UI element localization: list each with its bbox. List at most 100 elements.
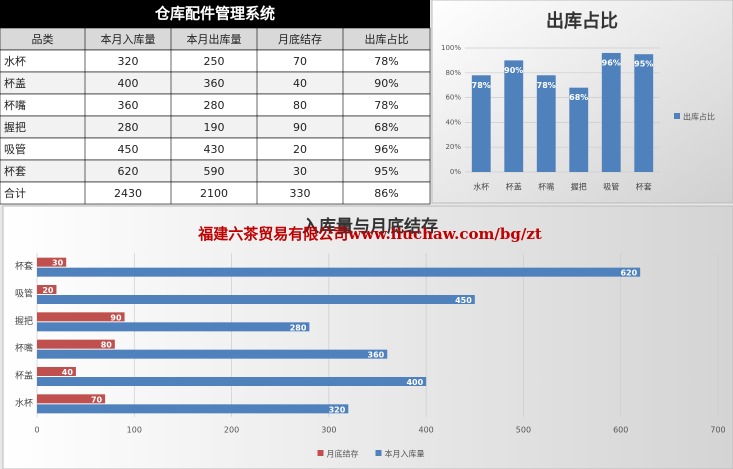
y-tick-label: 60% — [445, 94, 461, 102]
x-tick-label: 杯套 — [636, 182, 652, 192]
bar — [601, 52, 621, 172]
x-tick-label: 500 — [516, 426, 531, 435]
x-tick-label: 杯嘴 — [538, 182, 554, 192]
data-label: 40 — [62, 368, 74, 377]
y-tick-label: 杯嘴 — [15, 342, 33, 354]
x-tick-label: 700 — [710, 426, 725, 435]
y-tick-label: 吸管 — [15, 288, 33, 300]
data-label: 360 — [368, 351, 385, 360]
table-cell: 330 — [290, 187, 311, 200]
legend-swatch — [674, 113, 680, 119]
table-header-cell: 本月出库量 — [187, 32, 242, 46]
bar — [504, 60, 524, 172]
data-label: 95% — [634, 60, 653, 69]
bar — [37, 267, 641, 277]
bar — [37, 404, 349, 414]
y-tick-label: 40% — [445, 118, 461, 126]
x-tick-label: 600 — [613, 426, 628, 435]
bar — [634, 54, 654, 173]
table-cell: 杯套 — [4, 164, 26, 178]
table-cell: 握把 — [4, 120, 26, 134]
table-cell: 杯盖 — [4, 76, 26, 90]
table-cell: 320 — [118, 55, 139, 68]
bar — [37, 339, 115, 349]
table-cell: 590 — [204, 165, 225, 178]
table-cell: 合计 — [4, 186, 26, 200]
x-tick-label: 300 — [321, 426, 336, 435]
table-cell: 280 — [204, 99, 225, 112]
bar — [37, 394, 106, 404]
x-tick-label: 杯盖 — [506, 182, 522, 192]
table-cell: 80 — [293, 99, 307, 112]
table-cell: 70 — [293, 55, 307, 68]
table-cell: 2430 — [114, 187, 142, 200]
data-label: 90% — [504, 66, 523, 75]
x-tick-label: 400 — [419, 426, 434, 435]
annotation: 福建六茶贸易有限公司www.liuchaw.com/bg/zt — [197, 225, 542, 243]
y-tick-label: 杯套 — [15, 260, 33, 272]
y-tick-label: 80% — [445, 69, 461, 77]
legend-swatch — [317, 450, 324, 456]
bar — [37, 257, 67, 267]
y-tick-label: 20% — [445, 143, 461, 151]
table-cell: 40 — [293, 77, 307, 90]
table-cell: 水杯 — [4, 54, 26, 68]
y-tick-label: 杯盖 — [15, 370, 33, 382]
data-label: 80 — [101, 341, 113, 350]
legend-label: 月底结存 — [327, 449, 359, 459]
table-cell: 250 — [204, 55, 225, 68]
table-cell: 90 — [293, 121, 307, 134]
bar — [37, 377, 427, 386]
chart-title: 入库量与月底结存 — [302, 216, 438, 237]
table-cell: 90% — [374, 77, 398, 90]
data-label: 78% — [537, 81, 556, 90]
table-cell: 78% — [374, 55, 398, 68]
table-header-cell: 出库占比 — [365, 32, 409, 46]
table-cell: 360 — [118, 99, 139, 112]
y-tick-label: 0% — [450, 168, 461, 176]
bar — [37, 367, 76, 376]
table-cell: 360 — [204, 77, 225, 90]
table-cell: 96% — [374, 143, 398, 156]
table-row — [0, 181, 431, 205]
table-cell: 620 — [118, 165, 139, 178]
data-label: 320 — [329, 405, 346, 414]
table-cell: 68% — [374, 121, 398, 134]
x-tick-label: 200 — [224, 426, 239, 435]
data-label: 450 — [455, 296, 472, 305]
data-label: 400 — [406, 378, 423, 387]
table-cell: 430 — [204, 143, 225, 156]
bar — [37, 322, 310, 332]
legend-label: 出库占比 — [683, 112, 715, 122]
table-cell: 杯嘴 — [4, 98, 26, 112]
table-cell: 2100 — [200, 187, 228, 200]
y-tick-label: 100% — [441, 44, 461, 52]
table-title: 仓库配件管理系统 — [154, 5, 275, 23]
x-tick-label: 100 — [127, 426, 142, 435]
table-header-cell: 月底结存 — [278, 32, 322, 46]
x-tick-label: 水杯 — [473, 182, 489, 192]
bar — [471, 75, 491, 172]
table-title-bar — [0, 0, 430, 28]
table-cell: 30 — [293, 165, 307, 178]
data-label: 70 — [91, 395, 103, 404]
legend-label: 本月入库量 — [385, 449, 425, 459]
data-label: 90 — [110, 313, 122, 322]
data-label: 620 — [620, 269, 637, 278]
bar — [536, 75, 556, 172]
table-cell: 190 — [204, 121, 225, 134]
y-tick-label: 握把 — [15, 315, 33, 327]
table-header-cell: 品类 — [32, 32, 54, 46]
table-cell: 95% — [374, 165, 398, 178]
legend-swatch — [375, 450, 382, 456]
x-tick-label: 0 — [34, 426, 39, 435]
table-cell: 280 — [118, 121, 139, 134]
table-cell: 86% — [374, 187, 398, 200]
data-label: 96% — [602, 58, 621, 67]
table-cell: 400 — [118, 77, 139, 90]
x-tick-label: 握把 — [571, 182, 587, 192]
data-label: 30 — [52, 259, 64, 268]
data-label: 280 — [290, 323, 307, 332]
